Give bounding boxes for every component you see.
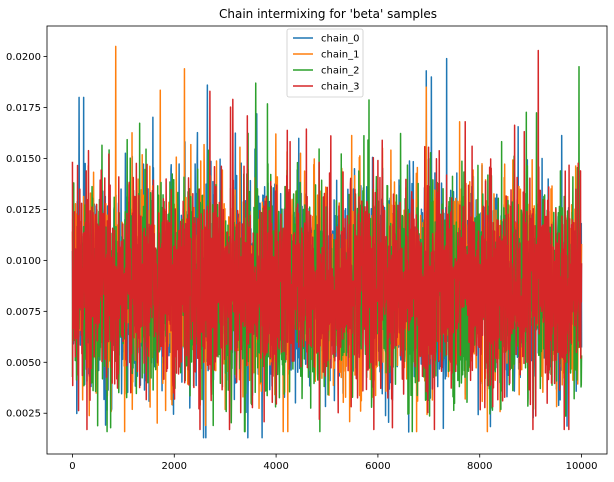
legend-label-chain_1: chain_1 xyxy=(321,50,359,61)
legend-label-chain_2: chain_2 xyxy=(321,66,359,77)
y-tick-label: 0.0125 xyxy=(6,205,41,216)
y-tick-label: 0.0025 xyxy=(6,409,41,420)
y-tick-label: 0.0075 xyxy=(6,307,41,318)
plot-layer xyxy=(71,45,583,439)
y-tick-label: 0.0050 xyxy=(6,358,41,369)
y-tick-label: 0.0175 xyxy=(6,103,41,114)
series-line-chain_3 xyxy=(71,49,583,431)
y-tick-label: 0.0200 xyxy=(6,52,41,63)
x-tick-label: 2000 xyxy=(162,461,187,472)
x-tick-label: 8000 xyxy=(467,461,492,472)
x-tick-label: 10000 xyxy=(566,461,598,472)
y-tick-label: 0.0150 xyxy=(6,154,41,165)
legend-box xyxy=(286,28,364,98)
plot-frame xyxy=(46,25,608,455)
x-tick-label: 0 xyxy=(69,461,75,472)
x-tick-label: 4000 xyxy=(263,461,288,472)
x-tick-label: 6000 xyxy=(365,461,390,472)
legend-label-chain_3: chain_3 xyxy=(321,82,359,93)
legend: chain_0 chain_1 chain_2 chain_3 xyxy=(286,28,364,98)
chart-title: Chain intermixing for 'beta' samples xyxy=(219,7,437,21)
axes-layer: 0 2000 4000 6000 8000 10000 0.0025 0.0050 0.0075… xyxy=(6,25,608,472)
y-tick-label: 0.0100 xyxy=(6,256,41,267)
legend-label-chain_0: chain_0 xyxy=(321,34,359,45)
